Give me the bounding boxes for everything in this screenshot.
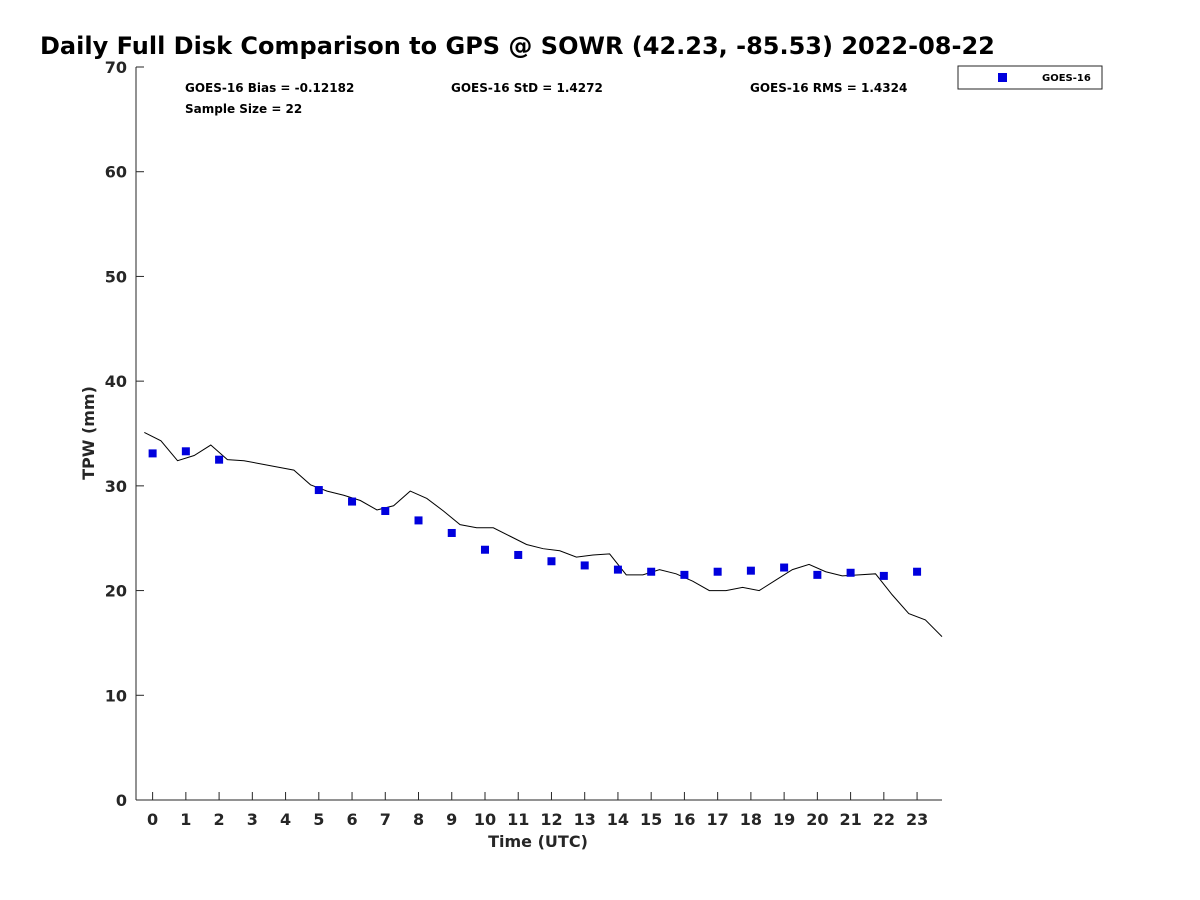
goes16-marker-series	[148, 447, 922, 580]
x-tick-label: 4	[280, 810, 291, 829]
x-ticks: 0 1 2 3 4 5 6 7 8 9 10 11 12 13 14 15 16 17 18 19 20 21 22 23	[147, 792, 928, 829]
goes16-point	[846, 568, 855, 577]
goes16-point	[680, 570, 689, 579]
goes16-point	[613, 565, 622, 574]
rms-annotation: GOES-16 RMS = 1.4324	[750, 81, 907, 95]
x-tick-label: 11	[507, 810, 529, 829]
goes16-point	[580, 561, 589, 570]
y-tick-label: 20	[105, 582, 127, 601]
std-annotation: GOES-16 StD = 1.4272	[451, 81, 603, 95]
x-tick-label: 22	[873, 810, 895, 829]
goes16-point	[148, 449, 157, 458]
chart-title: Daily Full Disk Comparison to GPS @ SOWR…	[40, 32, 995, 60]
x-tick-label: 6	[346, 810, 357, 829]
x-tick-label: 23	[906, 810, 928, 829]
y-ticks: 0 10 20 30 40 50 60 70	[105, 58, 144, 810]
x-tick-label: 15	[640, 810, 662, 829]
goes16-point	[813, 570, 822, 579]
legend-box	[957, 65, 1103, 90]
x-tick-label: 14	[607, 810, 629, 829]
x-tick-label: 0	[147, 810, 158, 829]
goes16-point	[514, 550, 523, 559]
legend-label-goes16: GOES-16	[1042, 73, 1091, 84]
x-tick-label: 17	[707, 810, 729, 829]
legend-marker-goes16	[998, 73, 1007, 82]
goes16-point	[215, 455, 224, 464]
x-tick-label: 7	[380, 810, 391, 829]
sample-size-annotation: Sample Size = 22	[185, 102, 302, 116]
x-tick-label: 20	[806, 810, 828, 829]
x-tick-label: 12	[540, 810, 562, 829]
y-tick-label: 50	[105, 267, 127, 286]
gps-line-series	[144, 432, 943, 637]
bias-annotation: GOES-16 Bias = -0.12182	[185, 81, 354, 95]
x-tick-label: 2	[214, 810, 225, 829]
x-tick-label: 5	[313, 810, 324, 829]
goes16-point	[647, 567, 656, 576]
goes16-point	[780, 563, 789, 572]
x-tick-label: 3	[247, 810, 258, 829]
x-tick-label: 9	[446, 810, 457, 829]
goes16-point	[181, 447, 190, 456]
x-tick-label: 1	[180, 810, 191, 829]
axes	[135, 67, 942, 801]
goes16-point	[547, 557, 556, 566]
goes16-point	[879, 571, 888, 580]
x-tick-label: 21	[839, 810, 861, 829]
goes16-point	[746, 566, 755, 575]
goes16-point	[713, 567, 722, 576]
goes16-point	[447, 528, 456, 537]
goes16-point	[480, 545, 489, 554]
x-tick-label: 10	[474, 810, 496, 829]
y-tick-label: 70	[105, 58, 127, 77]
goes16-point	[348, 497, 357, 506]
y-tick-label: 0	[116, 791, 127, 810]
x-tick-label: 16	[673, 810, 695, 829]
legend: GOES-16	[957, 65, 1103, 90]
stats-annotations: GOES-16 Bias = -0.12182 GOES-16 StD = 1.…	[185, 81, 907, 116]
x-tick-label: 13	[574, 810, 596, 829]
goes16-point	[414, 516, 423, 525]
x-tick-label: 19	[773, 810, 795, 829]
gps-line	[144, 432, 943, 637]
x-axis-label: Time (UTC)	[488, 832, 588, 851]
goes16-point	[913, 567, 922, 576]
y-axis-label: TPW (mm)	[79, 386, 98, 480]
x-tick-label: 8	[413, 810, 424, 829]
x-tick-label: 18	[740, 810, 762, 829]
y-tick-label: 40	[105, 372, 127, 391]
goes16-point	[314, 486, 323, 495]
y-tick-label: 30	[105, 477, 127, 496]
y-tick-label: 10	[105, 686, 127, 705]
y-tick-label: 60	[105, 163, 127, 182]
goes16-point	[381, 506, 390, 515]
